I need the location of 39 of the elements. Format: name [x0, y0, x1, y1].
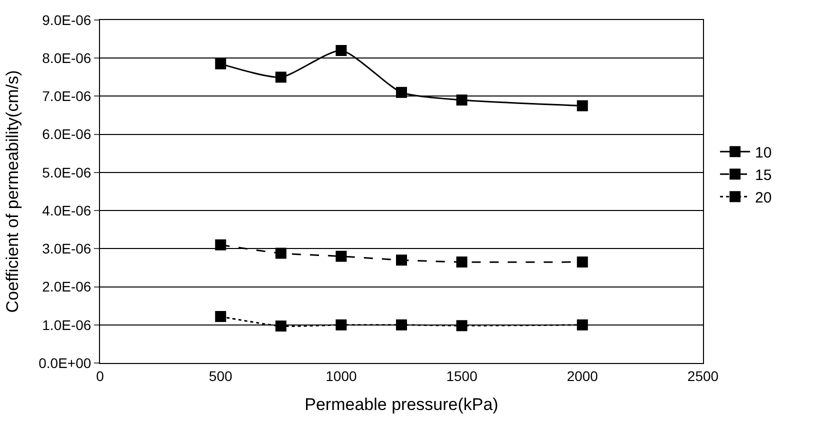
- x-tick-label: 0: [96, 368, 104, 384]
- point: [215, 311, 226, 322]
- y-tick-label: 5.0E-06: [42, 164, 92, 180]
- x-tick-label: 2500: [687, 368, 719, 384]
- y-tick-label: 9.0E-06: [42, 12, 92, 28]
- y-tick-label: 1.0E-06: [42, 316, 92, 333]
- x-tick-label: 2000: [566, 368, 598, 384]
- point: [275, 72, 286, 83]
- point: [576, 256, 588, 268]
- y-tick-label: 0.0E+00: [38, 354, 92, 371]
- point: [396, 319, 407, 330]
- point: [275, 248, 286, 259]
- y-axis-title: Coefficient of permeability(cm/s): [3, 70, 22, 313]
- legend-label: 15: [755, 166, 772, 184]
- point: [215, 58, 226, 70]
- point: [456, 320, 468, 332]
- point: [336, 44, 347, 56]
- x-tick-label: 500: [208, 368, 232, 384]
- legend-label: 10: [755, 144, 772, 162]
- y-tick-label: 8.0E-06: [42, 50, 92, 66]
- legend-label: 20: [755, 189, 772, 206]
- y-tick-label: 3.0E-06: [42, 240, 92, 257]
- y-tick-label: 2.0E-06: [42, 278, 92, 295]
- point: [215, 239, 226, 250]
- y-tick-label: 7.0E-06: [42, 88, 92, 104]
- y-tick-label: 6.0E-06: [42, 126, 92, 142]
- point: [275, 320, 286, 332]
- x-tick-label: 1000: [326, 368, 357, 384]
- point: [396, 86, 407, 98]
- point: [336, 319, 347, 330]
- point: [576, 100, 588, 112]
- point: [456, 94, 468, 106]
- x-axis-title: Permeable pressure(kPa): [304, 395, 498, 414]
- point: [456, 256, 468, 268]
- x-tick-label: 1500: [446, 368, 478, 384]
- point: [576, 319, 588, 330]
- point: [336, 250, 347, 262]
- point: [396, 254, 407, 266]
- y-tick-label: 4.0E-06: [42, 202, 92, 218]
